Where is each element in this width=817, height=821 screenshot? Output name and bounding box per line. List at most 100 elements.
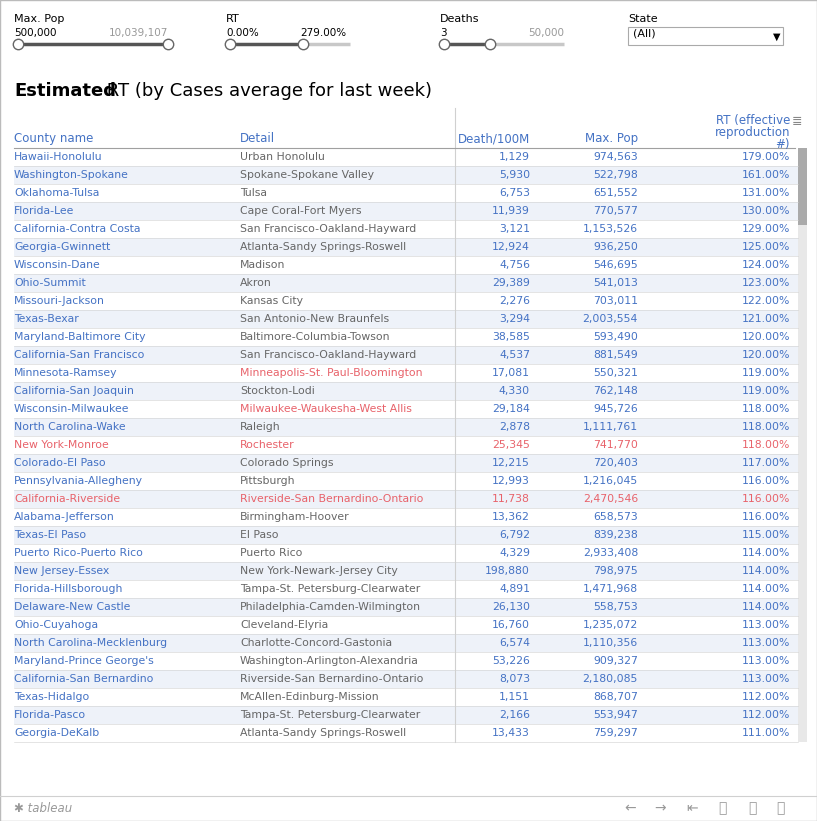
Text: 759,297: 759,297 [593,728,638,738]
Text: 16,760: 16,760 [492,620,530,630]
Text: Hawaii-Honolulu: Hawaii-Honolulu [14,152,103,162]
Text: Florida-Pasco: Florida-Pasco [14,710,86,720]
Text: El Paso: El Paso [240,530,279,540]
Text: 279.00%: 279.00% [300,28,346,38]
Text: 8,073: 8,073 [499,674,530,684]
Text: 2,276: 2,276 [499,296,530,306]
Text: Stockton-Lodi: Stockton-Lodi [240,386,315,396]
Text: 129.00%: 129.00% [742,224,790,234]
Text: 11,939: 11,939 [492,206,530,216]
Text: 720,403: 720,403 [593,458,638,468]
Bar [14,220,798,238]
Text: 10,039,107: 10,039,107 [109,28,168,38]
Text: 50,000: 50,000 [528,28,564,38]
Text: RT (effective: RT (effective [716,114,790,127]
Text: Georgia-DeKalb: Georgia-DeKalb [14,728,99,738]
Bar [798,148,807,225]
Text: RT: RT [226,14,239,24]
Text: 4,329: 4,329 [499,548,530,558]
Text: Pittsburgh: Pittsburgh [240,476,296,486]
Text: Akron: Akron [240,278,272,288]
Bar [14,400,798,418]
Text: Texas-Bexar: Texas-Bexar [14,314,78,324]
Bar [14,310,798,328]
Bar [14,706,798,724]
Text: Kansas City: Kansas City [240,296,303,306]
Text: Rochester: Rochester [240,440,295,450]
Text: Tampa-St. Petersburg-Clearwater: Tampa-St. Petersburg-Clearwater [240,584,420,594]
Text: 4,330: 4,330 [499,386,530,396]
Text: 2,470,546: 2,470,546 [583,494,638,504]
Text: Ohio-Cuyahoga: Ohio-Cuyahoga [14,620,98,630]
Text: Florida-Hillsborough: Florida-Hillsborough [14,584,123,594]
Bar [14,274,798,292]
Text: Puerto Rico: Puerto Rico [240,548,302,558]
Text: 113.00%: 113.00% [742,620,790,630]
Bar [14,526,798,544]
Text: 115.00%: 115.00% [742,530,790,540]
Text: Atlanta-Sandy Springs-Roswell: Atlanta-Sandy Springs-Roswell [240,242,406,252]
Bar [14,256,798,274]
Text: 541,013: 541,013 [593,278,638,288]
Text: 2,166: 2,166 [499,710,530,720]
Text: 12,924: 12,924 [492,242,530,252]
Text: reproduction: reproduction [715,126,790,139]
Text: Atlanta-Sandy Springs-Roswell: Atlanta-Sandy Springs-Roswell [240,728,406,738]
Text: 118.00%: 118.00% [742,422,790,432]
Text: 1,153,526: 1,153,526 [583,224,638,234]
Text: 945,726: 945,726 [593,404,638,414]
Text: Minnesota-Ramsey: Minnesota-Ramsey [14,368,118,378]
Text: 118.00%: 118.00% [742,440,790,450]
Text: ⬛: ⬛ [776,801,784,815]
Text: 17,081: 17,081 [492,368,530,378]
Text: 113.00%: 113.00% [742,638,790,648]
Text: ⇤: ⇤ [686,801,698,815]
Text: 119.00%: 119.00% [742,368,790,378]
Text: 120.00%: 120.00% [742,332,790,342]
Text: Missouri-Jackson: Missouri-Jackson [14,296,105,306]
Text: Oklahoma-Tulsa: Oklahoma-Tulsa [14,188,100,198]
Bar [14,292,798,310]
Text: 1,111,761: 1,111,761 [583,422,638,432]
Text: 113.00%: 113.00% [742,656,790,666]
Bar [14,328,798,346]
Text: 2,933,408: 2,933,408 [583,548,638,558]
Text: #): #) [775,138,790,151]
Text: 6,753: 6,753 [499,188,530,198]
Bar [14,562,798,580]
Text: New York-Monroe: New York-Monroe [14,440,109,450]
Text: 114.00%: 114.00% [742,566,790,576]
Text: San Francisco-Oakland-Hayward: San Francisco-Oakland-Hayward [240,350,416,360]
Text: Texas-Hidalgo: Texas-Hidalgo [14,692,89,702]
Bar [14,670,798,688]
Text: 29,389: 29,389 [492,278,530,288]
Text: New York-Newark-Jersey City: New York-Newark-Jersey City [240,566,398,576]
Text: 1,216,045: 1,216,045 [583,476,638,486]
Text: Cape Coral-Fort Myers: Cape Coral-Fort Myers [240,206,361,216]
Text: California-San Joaquin: California-San Joaquin [14,386,134,396]
Text: Deaths: Deaths [440,14,480,24]
Bar [14,544,798,562]
Text: Max. Pop: Max. Pop [585,132,638,145]
Text: 4,537: 4,537 [499,350,530,360]
Text: 121.00%: 121.00% [742,314,790,324]
Text: Milwaukee-Waukesha-West Allis: Milwaukee-Waukesha-West Allis [240,404,412,414]
Text: Washington-Arlington-Alexandria: Washington-Arlington-Alexandria [240,656,419,666]
Text: North Carolina-Wake: North Carolina-Wake [14,422,126,432]
Text: Cleveland-Elyria: Cleveland-Elyria [240,620,328,630]
Text: Riverside-San Bernardino-Ontario: Riverside-San Bernardino-Ontario [240,494,423,504]
Text: 1,151: 1,151 [499,692,530,702]
Text: Tampa-St. Petersburg-Clearwater: Tampa-St. Petersburg-Clearwater [240,710,420,720]
Text: Wisconsin-Dane: Wisconsin-Dane [14,260,100,270]
Text: 125.00%: 125.00% [742,242,790,252]
Text: 522,798: 522,798 [593,170,638,180]
Text: 881,549: 881,549 [593,350,638,360]
Text: Georgia-Gwinnett: Georgia-Gwinnett [14,242,110,252]
Text: 116.00%: 116.00% [742,494,790,504]
Text: Wisconsin-Milwaukee: Wisconsin-Milwaukee [14,404,130,414]
Text: 114.00%: 114.00% [742,602,790,612]
Text: California-San Bernardino: California-San Bernardino [14,674,154,684]
Text: 122.00%: 122.00% [742,296,790,306]
Text: ⧉: ⧉ [718,801,726,815]
Bar [14,346,798,364]
